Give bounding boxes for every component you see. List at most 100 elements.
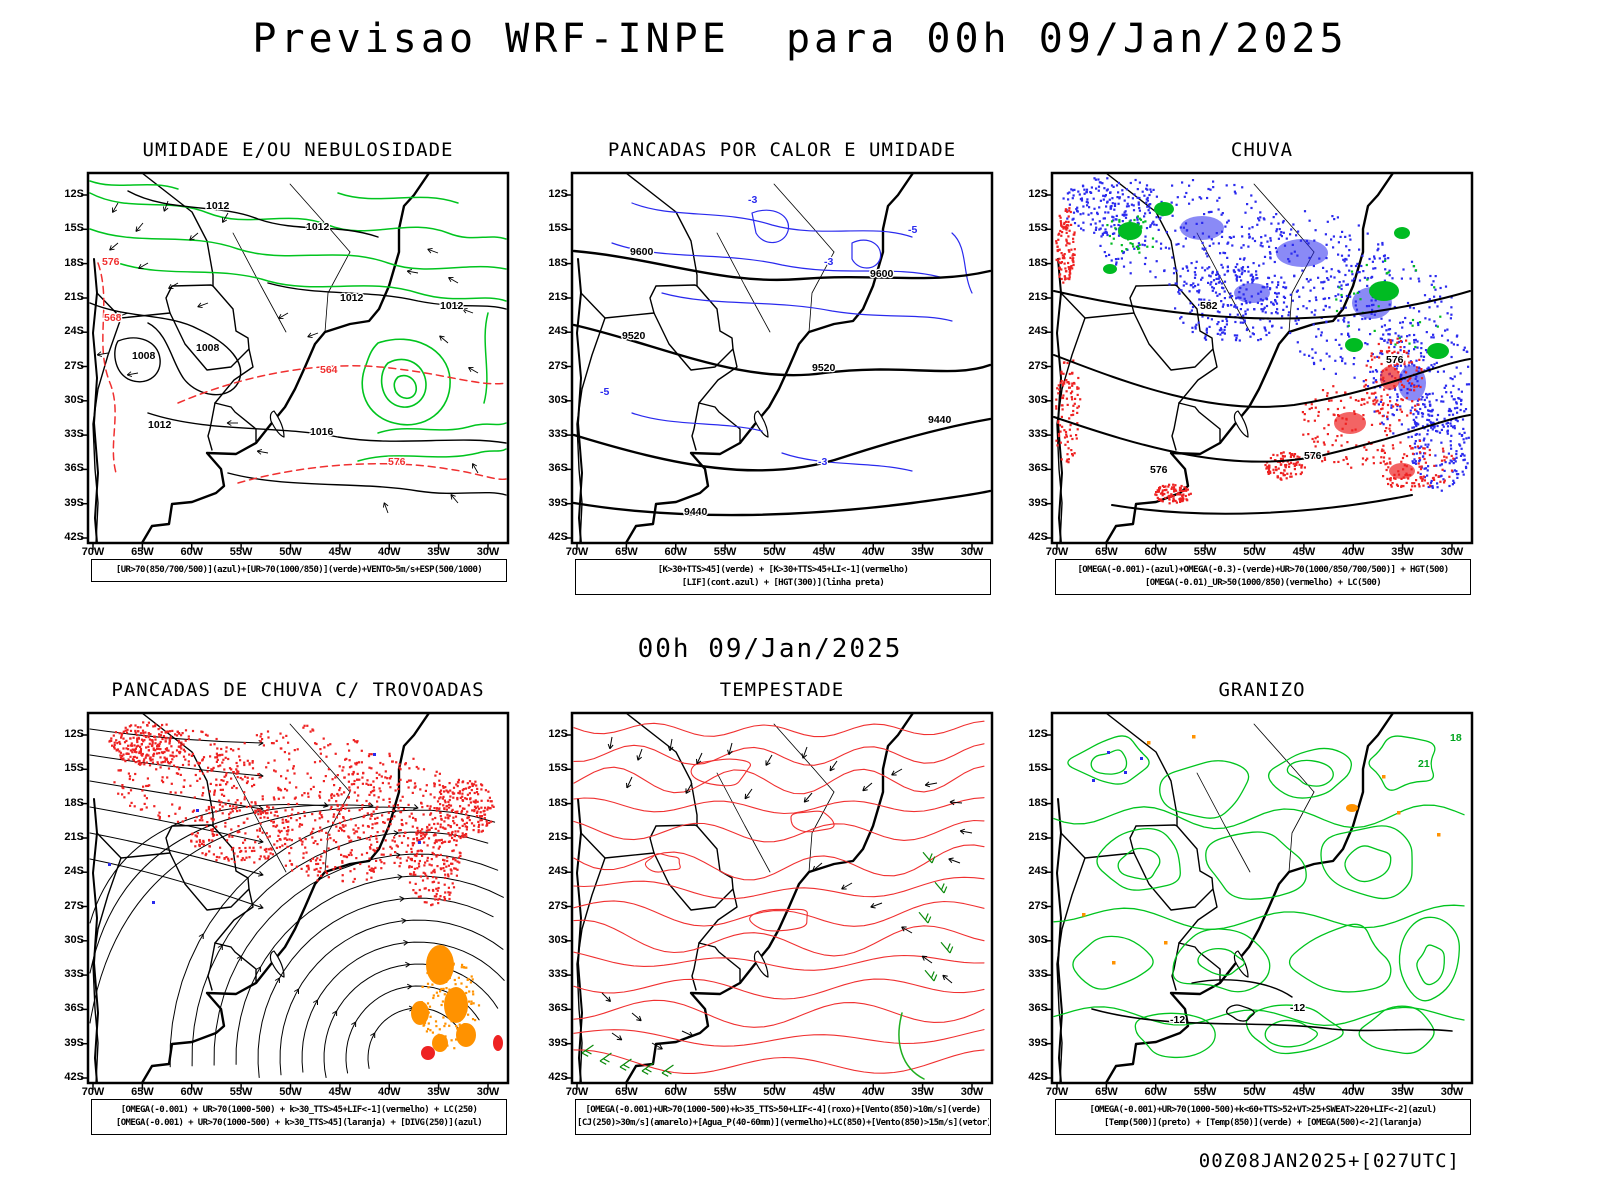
weather-map-svg: [81, 711, 510, 1090]
svg-text:-3: -3: [748, 194, 757, 206]
lon-tick-label: 55W: [1193, 546, 1217, 558]
caption-box: [OMEGA(-0.001) + UR>70(1000-500) + k>30_…: [91, 1099, 507, 1135]
lat-tick-label: 18S: [64, 796, 84, 809]
map-granizo: -12 -12 18 21 12S 15S 18S 21S 24S 27S 30S 33S 36S 39…: [1028, 711, 1474, 1098]
lat-tick-label: 15S: [64, 222, 84, 235]
lat-tick-label: 42S: [548, 531, 568, 543]
lat-tick-label: 27S: [64, 899, 84, 912]
svg-text:1012: 1012: [206, 200, 230, 212]
lon-tick-label: 45W: [812, 1086, 836, 1098]
lat-tick-label: 30S: [548, 933, 568, 946]
lat-tick-label: 21S: [64, 291, 84, 303]
lon-tick-label: 55W: [1193, 1086, 1217, 1098]
lat-tick-label: 33S: [548, 428, 568, 441]
caption-line: [OMEGA(-0.001)+UR>70(1000-500)+k<60+TTS>…: [1089, 1105, 1438, 1115]
svg-text:568: 568: [104, 312, 122, 324]
lon-tick-label: 35W: [1391, 546, 1414, 558]
panel-title: CHUVA: [1230, 139, 1294, 161]
svg-text:-5: -5: [600, 386, 609, 398]
lon-tick-label: 70W: [565, 1086, 589, 1098]
svg-text:1016: 1016: [310, 426, 334, 438]
lat-tick-label: 24S: [1028, 865, 1048, 878]
weather-map-svg: 1012 1012 1012 1008 1008 1016 1012 1012 564 576 56…: [81, 171, 510, 550]
svg-text:-5: -5: [908, 224, 917, 236]
lon-tick-label: 40W: [1341, 546, 1365, 558]
lat-tick-label: 36S: [64, 1002, 84, 1015]
lat-tick-label: 12S: [1028, 188, 1048, 200]
lat-tick-label: 39S: [548, 1036, 568, 1049]
lon-tick-label: 50W: [763, 546, 786, 558]
caption-box: [K>30+TTS>45](verde) + [K>30+TTS>45+LI<-…: [575, 559, 991, 595]
svg-text:1008: 1008: [196, 342, 220, 354]
lat-tick-label: 21S: [548, 291, 568, 303]
svg-text:-12: -12: [1290, 1002, 1305, 1014]
lat-tick-label: 33S: [64, 428, 84, 441]
lat-tick-label: 18S: [548, 796, 568, 809]
svg-text:1012: 1012: [148, 419, 172, 431]
svg-text:576: 576: [1386, 354, 1404, 366]
lat-tick-label: 42S: [1028, 531, 1048, 543]
lat-tick-label: 12S: [548, 188, 568, 200]
footer-timestamp: 00Z08JAN2025+[027UTC]: [1198, 1150, 1460, 1172]
lat-tick-label: 42S: [64, 1071, 84, 1083]
svg-text:1012: 1012: [306, 221, 330, 233]
lon-tick-label: 70W: [1045, 1086, 1069, 1098]
svg-text:1008: 1008: [132, 350, 156, 362]
lon-tick-label: 70W: [81, 1086, 105, 1098]
lon-tick-label: 50W: [763, 1086, 786, 1098]
svg-text:-3: -3: [818, 456, 827, 468]
lon-tick-label: 30W: [476, 546, 500, 558]
caption-line: [Temp(500)](preto) + [Temp(850)](verde) …: [1103, 1118, 1423, 1128]
svg-text:564: 564: [320, 364, 338, 376]
lat-tick-label: 30S: [64, 393, 84, 406]
svg-text:9600: 9600: [870, 268, 894, 280]
lon-tick-label: 50W: [1243, 546, 1266, 558]
caption-line: [CJ(250)>30m/s](amarelo)+[Agua_P(40-60mm…: [577, 1118, 989, 1128]
lat-tick-label: 42S: [548, 1071, 568, 1083]
map-chuva: 582 576 576 576 12S 15S 18S 21S 24S 27S 30S 33S 36S…: [1028, 171, 1474, 558]
lat-tick-label: 24S: [64, 865, 84, 878]
weather-map-svg: -12 -12 18 21: [1045, 711, 1474, 1090]
lat-tick-label: 33S: [64, 968, 84, 981]
panel-title: TEMPESTADE: [719, 679, 845, 701]
map-tempestade: 12S 15S 18S 21S 24S 27S 30S 33S 36S 39S 42S 70W 65W…: [548, 711, 994, 1098]
lon-tick-label: 45W: [1292, 546, 1316, 558]
map-trovoadas: 12S 15S 18S 21S 24S 27S 30S 33S 36S 39S 42S 70W 65W…: [64, 711, 510, 1098]
panel-title: PANCADAS POR CALOR E UMIDADE: [607, 139, 957, 161]
lat-tick-label: 30S: [1028, 393, 1048, 406]
svg-text:576: 576: [102, 256, 120, 268]
svg-text:9520: 9520: [622, 330, 646, 342]
svg-text:1012: 1012: [340, 292, 364, 304]
lat-tick-label: 42S: [64, 531, 84, 543]
lon-tick-label: 30W: [476, 1086, 500, 1098]
lon-tick-label: 35W: [911, 1086, 934, 1098]
lon-tick-label: 55W: [229, 546, 253, 558]
lat-tick-label: 27S: [548, 899, 568, 912]
caption-line: [OMEGA(-0.001) + UR>70(1000-500) + k>30_…: [115, 1118, 483, 1128]
svg-text:-3: -3: [824, 256, 833, 268]
caption-line: [UR>70(850/700/500)](azul)+[UR>70(1000/8…: [115, 565, 483, 575]
lat-tick-label: 39S: [64, 496, 84, 509]
caption-line: [OMEGA(-0.001)+UR>70(1000-500)+k>35_TTS>…: [585, 1105, 981, 1115]
svg-text:576: 576: [388, 456, 406, 468]
lon-tick-label: 35W: [427, 546, 450, 558]
svg-text:582: 582: [1200, 300, 1218, 312]
lat-tick-label: 21S: [1028, 831, 1048, 843]
lat-tick-label: 24S: [548, 325, 568, 338]
lon-tick-label: 65W: [131, 546, 154, 558]
lon-tick-label: 30W: [960, 546, 984, 558]
caption-box: [UR>70(850/700/500)](azul)+[UR>70(1000/8…: [91, 559, 507, 582]
lat-tick-label: 15S: [548, 222, 568, 235]
lat-tick-label: 21S: [1028, 291, 1048, 303]
caption-line: [K>30+TTS>45](verde) + [K>30+TTS>45+LI<-…: [657, 565, 909, 575]
svg-text:1012: 1012: [440, 300, 464, 312]
lat-tick-label: 27S: [548, 359, 568, 372]
lat-tick-label: 36S: [64, 462, 84, 475]
lon-tick-label: 65W: [1095, 546, 1118, 558]
svg-text:576: 576: [1150, 464, 1168, 476]
lon-tick-label: 60W: [1144, 546, 1168, 558]
lat-tick-label: 39S: [1028, 1036, 1048, 1049]
panel-title: PANCADAS DE CHUVA C/ TROVOADAS: [111, 679, 485, 701]
lon-tick-label: 40W: [861, 1086, 885, 1098]
lon-tick-label: 35W: [1391, 1086, 1414, 1098]
